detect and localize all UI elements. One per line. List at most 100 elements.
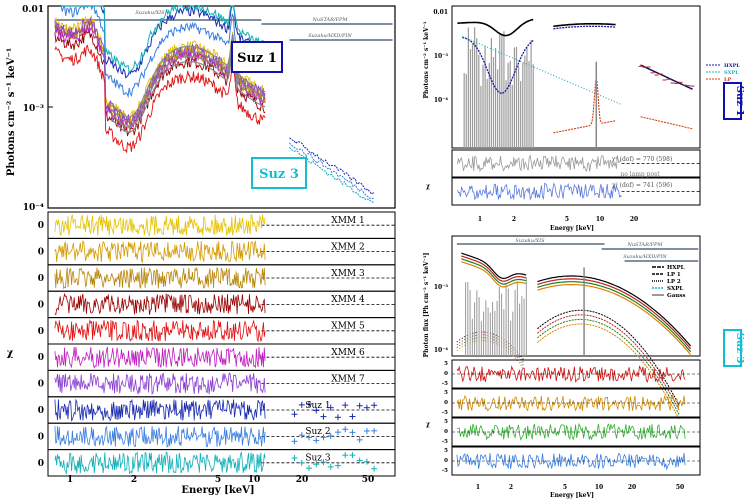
hard-tail-1 [289, 137, 375, 195]
rt-hxpl-soft [462, 36, 534, 94]
rb-comp-2 [537, 314, 680, 411]
rt-total-soft [457, 18, 534, 37]
left-box-suz3-label: Suz 3 [259, 167, 299, 182]
rb-residual-trace-3 [456, 422, 686, 441]
rb-resid-tick: -5 [442, 439, 448, 445]
residual-trace-10 [54, 451, 266, 475]
rt-ylabel: Photons cm⁻² s⁻¹ keV⁻¹ [423, 21, 430, 98]
rb-ylabel: Photon flux [Ph cm⁻² s⁻¹ keV⁻¹] [423, 252, 430, 357]
suz-spectrum-2 [60, 5, 266, 99]
rt-residual-panel-2 [451, 177, 701, 206]
rt-xtick-3: 5 [565, 216, 569, 223]
rt-chi1-note: no lamp post [620, 171, 660, 178]
left-ytick-1: 0.01 [22, 5, 44, 15]
rb-xtick-6: 50 [676, 484, 684, 491]
rt-chi1: χ² (dof) = 770 (598) [612, 156, 673, 163]
rb-resid-tick: -5 [442, 381, 448, 387]
residual-zero-label-2: 0 [38, 248, 44, 258]
residual-zero-label-1: 0 [38, 221, 44, 231]
rt-legend-hxpl: HXPL [724, 63, 740, 69]
left-box-suz3 [251, 157, 307, 189]
residual-trace-1 [54, 213, 266, 237]
hard-tail-3 [289, 146, 375, 204]
left-xtick-4: 10 [248, 475, 261, 485]
residual-trace-7 [54, 372, 266, 396]
rt-xtick-4: 10 [596, 216, 604, 223]
rt-residual-panel-1 [451, 149, 701, 178]
residual-label-8: Suz 1 [305, 401, 330, 411]
left-inst-pin: Suzaku/HXD/PIN [308, 33, 352, 39]
left-box-suz1 [231, 41, 283, 73]
rb-xtick-3: 5 [563, 484, 567, 491]
rt-ytick-1: 0.01 [433, 9, 448, 16]
rb-legend-label-3: LP 2 [667, 279, 681, 285]
rt-ytick-2: 10⁻³ [434, 53, 449, 60]
left-ytick-2: 10⁻³ [23, 104, 44, 114]
rb-resid-tick: 0 [444, 371, 448, 377]
rb-xtick-1: 1 [476, 484, 480, 491]
residual-trace-2 [54, 240, 266, 264]
rb-resid-tick: 5 [444, 390, 448, 396]
residual-zero-label-5: 0 [38, 327, 44, 337]
rb-comp-1 [537, 309, 680, 406]
rb-resid-tick: 5 [444, 361, 448, 367]
rt-spectrum-frame [451, 5, 701, 149]
rb-resid-tick: 5 [444, 448, 448, 454]
model-curve-1 [111, 34, 266, 118]
residual-zero-label-9: 0 [38, 432, 44, 442]
rt-residual-trace-2 [457, 182, 622, 201]
rb-residual-trace-4 [456, 452, 686, 471]
rb-resid-tick: 0 [444, 429, 448, 435]
residual-trace-6 [54, 346, 266, 369]
residual-label-3: XMM 3 [331, 269, 365, 279]
model-curve-2 [111, 39, 266, 123]
rb-legend-label-2: LP 1 [667, 272, 681, 278]
residual-label-2: XMM 2 [331, 242, 364, 252]
rt-side-label: Suz 1 [734, 86, 744, 117]
left-xtick-6: 50 [362, 475, 375, 485]
left-ylabel: Photons cm⁻² s⁻¹ keV⁻¹ [6, 48, 17, 176]
rb-soft-4 [461, 261, 527, 288]
rt-xtick-5: 20 [630, 216, 638, 223]
residual-zero-label-4: 0 [38, 300, 44, 310]
rb-resid-tick: -5 [442, 410, 448, 416]
residual-trace-4 [54, 292, 266, 316]
left-inst-fpm: NuSTAR/FPM [311, 17, 348, 23]
rb-legend-label-4: SXPL [667, 286, 683, 292]
model-curve-4 [111, 49, 266, 133]
rb-soft-3 [461, 258, 527, 285]
rb-resid-tick: -5 [442, 468, 448, 474]
residual-trace-8 [54, 398, 266, 422]
rb-total-3 [537, 281, 692, 353]
residual-label-10: Suz 3 [305, 454, 331, 464]
rt-hxpl-mid [553, 25, 616, 30]
rt-xtick-1: 1 [478, 216, 482, 223]
rb-inst-xis: Suzaku/XIS [515, 238, 545, 244]
rt-xtick-2: 2 [512, 216, 516, 223]
residual-zero-label-10: 0 [38, 459, 44, 469]
rb-xtick-5: 20 [628, 484, 636, 491]
residual-label-4: XMM 4 [331, 295, 365, 305]
rb-resid-ylabel: χ [426, 421, 430, 428]
residual-label-1: XMM 1 [331, 216, 364, 226]
left-xtick-1: 1 [67, 475, 73, 485]
rb-resid-tick: 0 [444, 458, 448, 464]
rb-resid-tick: 5 [444, 419, 448, 425]
rb-total-2 [537, 278, 692, 350]
left-xtick-2: 2 [131, 475, 137, 485]
rb-residual-trace-1 [456, 365, 686, 383]
residual-trace-5 [54, 318, 266, 343]
rb-ytick-1: 10⁻³ [434, 284, 449, 291]
rb-legend-label-5: Gauss [667, 293, 685, 299]
rb-inst-pin: Suzaku/HXD/PIN [623, 254, 667, 260]
hard-tail-2 [289, 142, 375, 200]
left-ytick-3: 10⁻⁴ [23, 203, 44, 213]
left-xlabel: Energy [keV] [181, 485, 254, 496]
residual-trace-9 [54, 425, 266, 448]
rb-total-4 [537, 284, 692, 355]
rb-soft-2 [461, 255, 527, 282]
rb-inst-fpm: NuSTAR/FPM [626, 242, 663, 248]
rb-xtick-4: 10 [595, 484, 603, 491]
